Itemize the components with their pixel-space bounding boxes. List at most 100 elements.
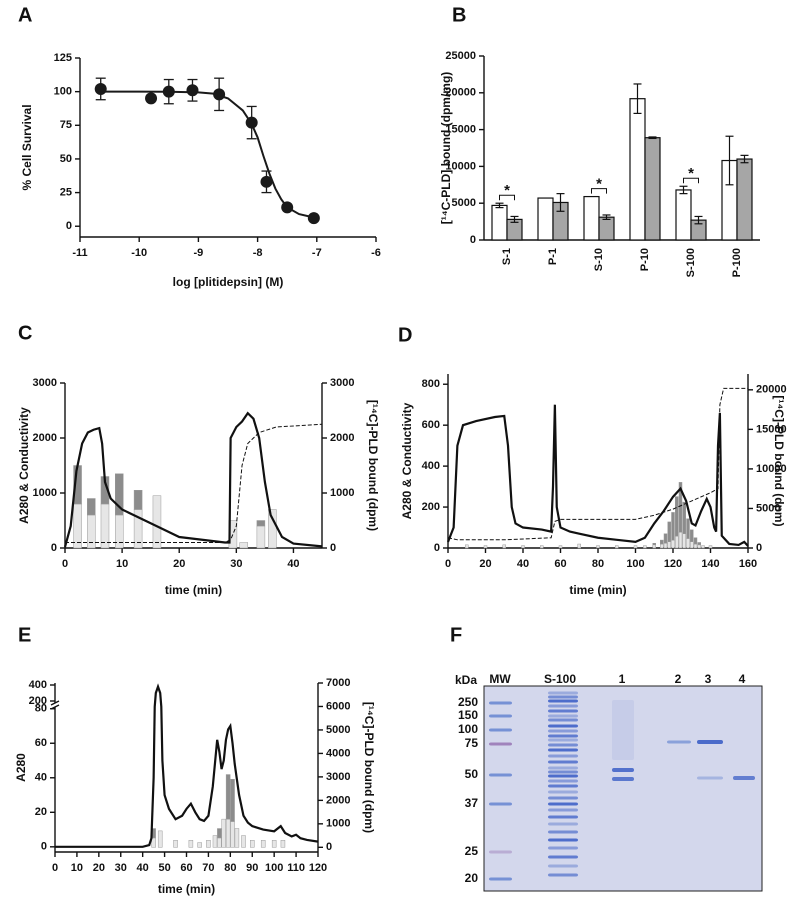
y-tick-label: 0	[434, 542, 440, 554]
y2-tick-label: 0	[326, 841, 332, 853]
x-axis-label: time (min)	[165, 583, 222, 597]
y-tick-label: 2000	[33, 432, 57, 444]
y-tick-label: 5000	[452, 197, 476, 209]
lane-label: 3	[705, 672, 712, 686]
bar-segment	[133, 490, 143, 510]
y2-tick-label: 0	[756, 542, 762, 554]
bar-segment	[663, 533, 668, 544]
gel-band	[612, 700, 634, 760]
bar-segment	[225, 818, 231, 848]
x-axis-label: time (min)	[569, 583, 626, 597]
bar	[583, 195, 600, 241]
y-tick-label: 25000	[445, 50, 476, 62]
x-tick-label: 110	[287, 862, 305, 874]
gel-band	[489, 714, 512, 718]
bar-segment	[697, 542, 701, 546]
bar-segment	[87, 514, 96, 549]
gel-image	[483, 685, 763, 892]
bar	[598, 216, 615, 241]
gel-band	[697, 740, 723, 744]
x-tick-label: 20	[173, 558, 185, 570]
panel-letter: E	[18, 624, 31, 646]
x-axis-label: time (min)	[158, 882, 215, 896]
y2-tick-label: 1000	[326, 818, 350, 830]
bar-segment	[682, 501, 686, 535]
bar-segment	[686, 538, 690, 549]
gel-band	[489, 850, 512, 854]
bar-segment	[667, 541, 671, 549]
gel-band	[548, 864, 578, 868]
y-tick-label: 3000	[33, 377, 57, 389]
y-tick-label: 600	[422, 419, 440, 431]
bar-segment	[87, 498, 96, 516]
panel-letter: B	[452, 4, 466, 26]
bar-segment	[239, 542, 249, 549]
gel-band	[548, 724, 578, 728]
bar-segment	[678, 482, 683, 533]
panel-letter: D	[398, 324, 412, 346]
y-axis-label: A280 & Conductivity	[400, 402, 414, 519]
bar-segment	[173, 840, 178, 848]
x-tick-label: 120	[664, 558, 682, 570]
significance-label: *	[688, 165, 694, 182]
marker-label: 50	[465, 767, 479, 781]
y-tick-label: 25	[60, 186, 72, 198]
y-tick-label: 10000	[445, 160, 476, 172]
bar-segment	[540, 545, 544, 549]
bar-segment	[221, 818, 227, 848]
y-tick-label: 800	[422, 378, 440, 390]
y-tick-label: 400	[29, 679, 47, 691]
bar-segment	[100, 503, 110, 549]
x-tick-label: 0	[52, 862, 58, 874]
bar-segment	[256, 525, 266, 549]
bar-segment	[206, 840, 211, 848]
gel-band	[548, 846, 578, 850]
line	[55, 683, 319, 848]
bar-segment	[280, 840, 286, 848]
y-tick-label: 60	[35, 737, 47, 749]
bar-segment	[230, 821, 235, 848]
x-tick-label: -9	[194, 247, 204, 259]
bar-segment	[671, 512, 675, 541]
y-tick-label: 200	[422, 501, 440, 513]
data-point	[307, 212, 320, 225]
bar-segment	[234, 828, 240, 848]
y-tick-label: 75	[60, 119, 72, 131]
marker-label: 250	[458, 695, 478, 709]
bar-segment	[241, 835, 246, 848]
y-tick-label: 20000	[445, 87, 476, 99]
y-tick-label: 0	[51, 542, 57, 554]
data-point	[186, 84, 199, 97]
data-point	[281, 201, 294, 214]
y2-tick-label: 2000	[326, 794, 350, 806]
gel-band	[548, 709, 578, 713]
data-point	[213, 88, 226, 101]
line	[447, 387, 748, 541]
x-tick-label: 90	[246, 862, 258, 874]
y2-tick-label: 2000	[330, 432, 354, 444]
marker-label: 25	[465, 844, 479, 858]
x-tick-label: -7	[312, 247, 322, 259]
y-tick-label: 15000	[445, 124, 476, 136]
x-tick-label: 40	[287, 558, 299, 570]
gel-band	[489, 773, 512, 777]
bar-segment	[671, 539, 675, 549]
bar-segment	[660, 539, 664, 545]
bar-segment	[225, 774, 231, 820]
gel-band	[548, 695, 578, 699]
data-point	[94, 82, 107, 95]
bar-segment	[675, 496, 679, 537]
data-point	[162, 85, 175, 98]
y-tick-label: 20	[35, 806, 47, 818]
bar-segment	[256, 520, 266, 527]
y2-tick-label: 10000	[756, 463, 787, 475]
bar-segment	[197, 842, 202, 848]
bar-segment	[652, 544, 656, 549]
data-point	[260, 175, 273, 188]
bar-segment	[73, 503, 82, 549]
bar-segment	[577, 543, 581, 549]
x-tick-label: 140	[701, 558, 719, 570]
data-point	[145, 92, 158, 105]
